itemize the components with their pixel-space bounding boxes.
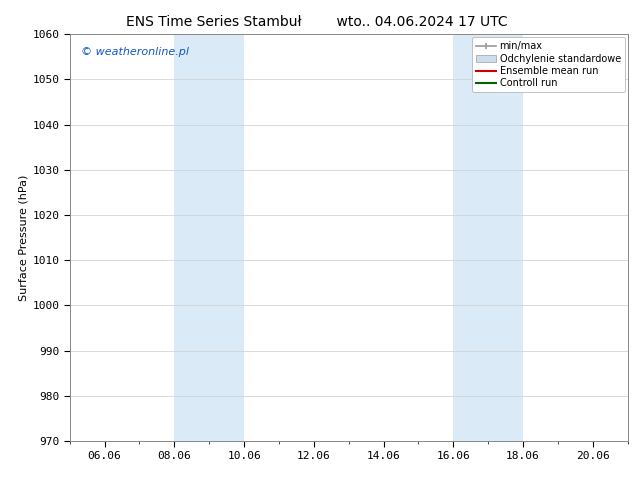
Text: © weatheronline.pl: © weatheronline.pl [81,47,189,56]
Y-axis label: Surface Pressure (hPa): Surface Pressure (hPa) [18,174,28,301]
Bar [453,34,523,441]
Text: ENS Time Series Stambuł        wto.. 04.06.2024 17 UTC: ENS Time Series Stambuł wto.. 04.06.2024… [126,15,508,29]
Legend: min/max, Odchylenie standardowe, Ensemble mean run, Controll run: min/max, Odchylenie standardowe, Ensembl… [472,37,624,92]
Bar [174,34,244,441]
